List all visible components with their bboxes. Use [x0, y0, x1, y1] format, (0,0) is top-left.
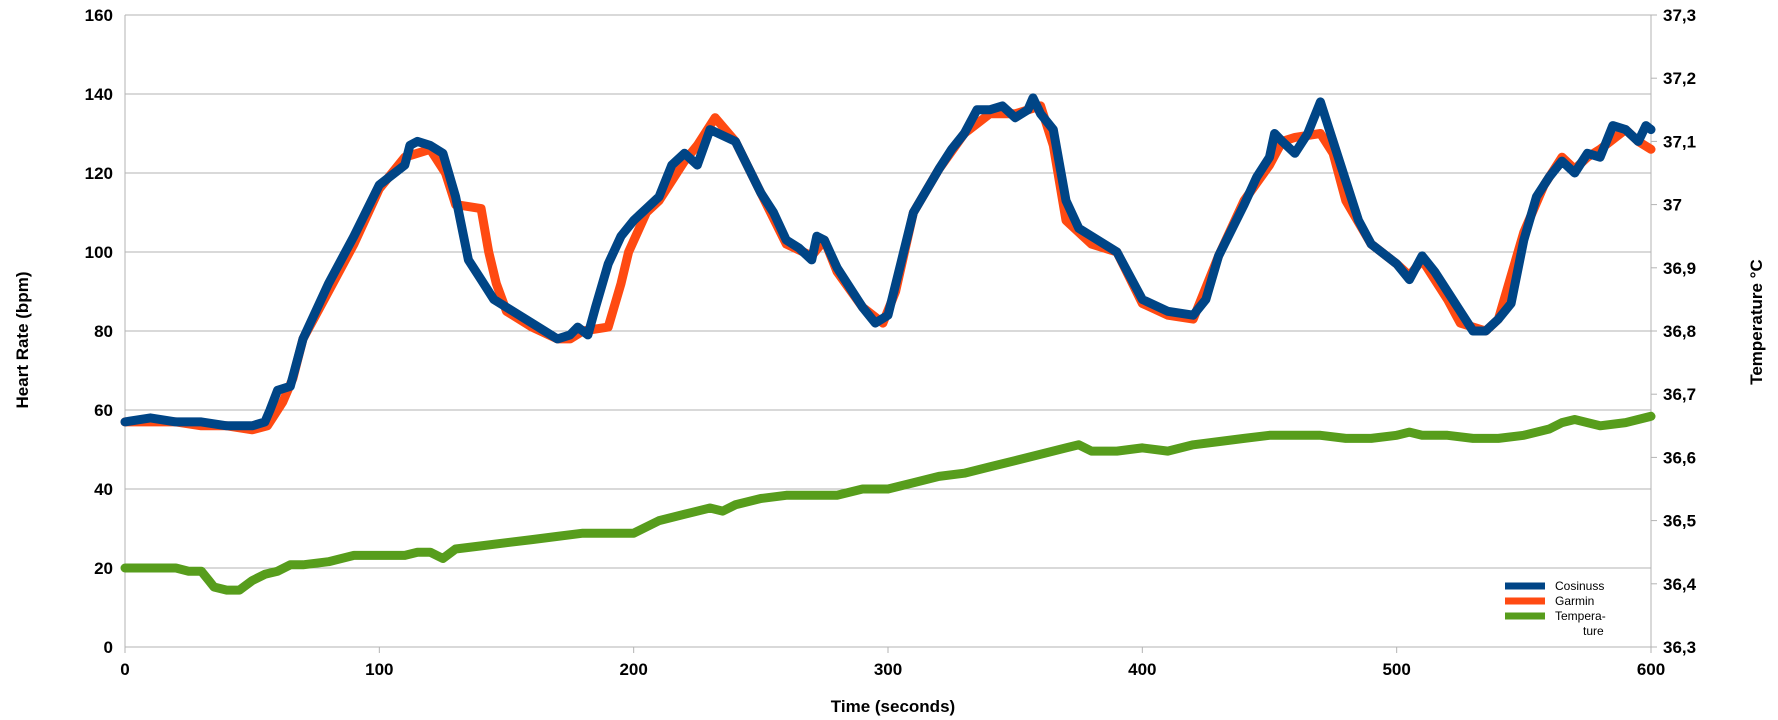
legend-label-cosinuss: Cosinuss: [1555, 579, 1604, 593]
series-layer: [120, 93, 1656, 595]
x-tick-label: 300: [874, 660, 902, 679]
grid-layer: [125, 14, 1651, 648]
y-axis-title: Heart Rate (bpm): [13, 272, 32, 409]
series-line-cosinuss: [120, 93, 1656, 431]
y2-tick-label: 37: [1663, 196, 1682, 215]
x-tick-label: 500: [1382, 660, 1410, 679]
x-axis-title: Time (seconds): [831, 697, 955, 716]
y2-tick-label: 36,6: [1663, 448, 1696, 467]
x-tick-label: 400: [1128, 660, 1156, 679]
y2-tick-label: 36,3: [1663, 638, 1696, 657]
y2-tick-label: 36,8: [1663, 322, 1696, 341]
series-line-temperature: [120, 411, 1656, 595]
y2-tick-label: 36,9: [1663, 259, 1696, 278]
y2-tick-label: 37,3: [1663, 6, 1696, 25]
series-line-garmin: [120, 101, 1656, 435]
y-tick-label: 140: [85, 85, 113, 104]
y-tick-label: 120: [85, 164, 113, 183]
x-tick-label: 100: [365, 660, 393, 679]
legend-label-garmin: Garmin: [1555, 594, 1594, 608]
y2-tick-label: 36,4: [1663, 575, 1697, 594]
y-tick-label: 20: [94, 559, 113, 578]
y-tick-label: 100: [85, 243, 113, 262]
x-tick-label: 200: [619, 660, 647, 679]
y-tick-label: 160: [85, 6, 113, 25]
y-tick-label: 80: [94, 322, 113, 341]
y-tick-label: 0: [104, 638, 113, 657]
x-tick-label: 600: [1637, 660, 1665, 679]
y2-tick-label: 36,5: [1663, 512, 1696, 531]
y2-tick-label: 37,2: [1663, 69, 1696, 88]
y-tick-label: 40: [94, 480, 113, 499]
y2-tick-label: 37,1: [1663, 132, 1696, 151]
y2-tick-label: 36,7: [1663, 385, 1696, 404]
y-tick-label: 60: [94, 401, 113, 420]
x-tick-label: 0: [120, 660, 129, 679]
axis-layer: 0 20 40 60 80 100 120 140 160 36,3 36,4 36,5 36,6 36,…: [85, 6, 1697, 679]
legend-label-temperature: Tempera-ture: [1555, 609, 1606, 638]
y2-axis-title: Temperature °C: [1747, 259, 1766, 385]
